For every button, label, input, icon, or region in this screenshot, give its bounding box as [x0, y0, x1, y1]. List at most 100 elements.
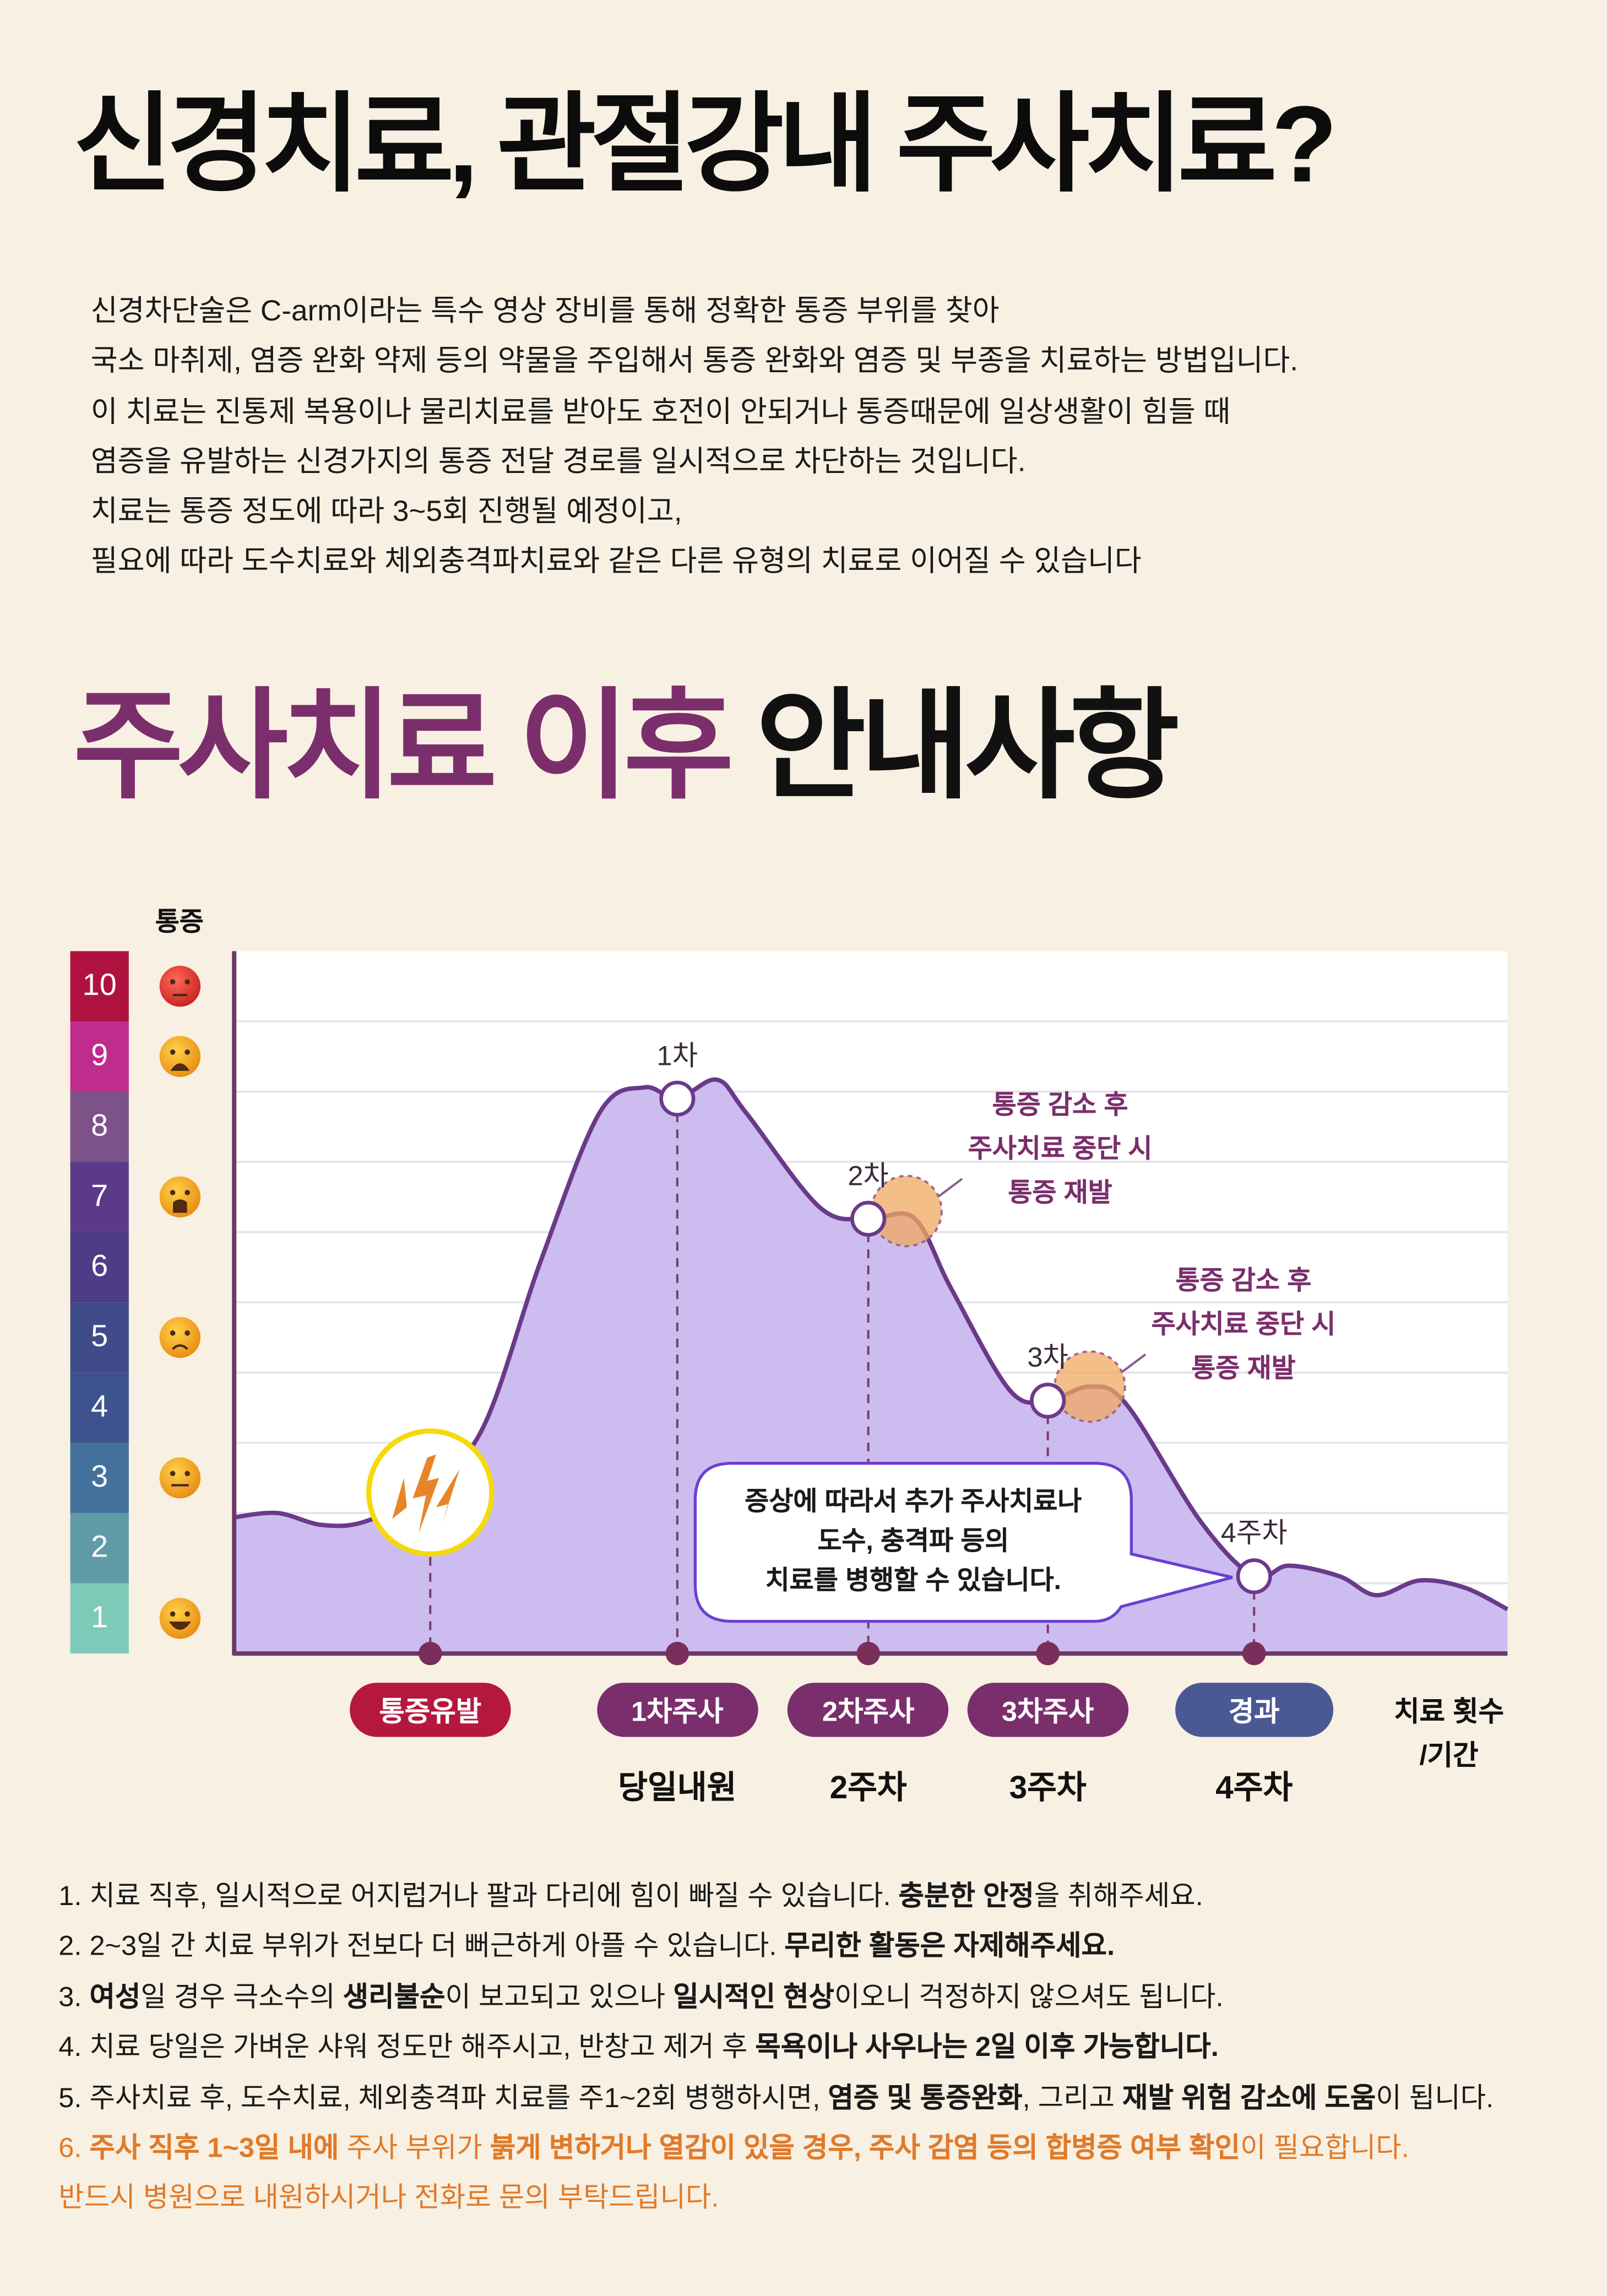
pill-3: 2차주사 — [788, 1683, 949, 1737]
pain-level-2: 2 — [70, 1512, 129, 1584]
section-title-accent: 주사치료 이후 — [73, 680, 734, 814]
note-text: 6. — [58, 2133, 90, 2164]
section-title-rest: 안내사항 — [755, 680, 1180, 814]
pain-level-1: 1 — [70, 1583, 129, 1654]
relapse-note-line: 통증 재발 — [1191, 1353, 1296, 1383]
note-text: 2. 2~3일 간 치료 부위가 전보다 더 뻐근하게 아플 수 있습니다. — [58, 1932, 785, 1963]
relapse-note-line: 주사치료 중단 시 — [968, 1133, 1153, 1163]
event-axis-dot — [1242, 1641, 1266, 1666]
note-emphasis: 일시적인 현상 — [673, 1982, 835, 2014]
sad-face-icon — [159, 1316, 201, 1358]
intro-line: 국소 마취제, 염증 완화 약제 등의 약물을 주입해서 통증 완화와 염증 및… — [90, 345, 1299, 378]
face-eye — [184, 1049, 190, 1055]
face-eye — [184, 1190, 190, 1195]
note-text: 이오니 걱정하지 않으셔도 됩니다. — [834, 1982, 1224, 2014]
page-title: 신경치료, 관절강내 주사치료? — [73, 83, 1338, 205]
pain-axis-label: 통증 — [155, 907, 204, 937]
note-item: 4. 치료 당일은 가벼운 샤워 정도만 해주시고, 반창고 제거 후 목욕이나… — [58, 2024, 1494, 2074]
intro-line: 이 치료는 진통제 복용이나 물리치료를 받아도 호전이 안되거나 통증때문에 … — [90, 396, 1231, 428]
section-title: 주사치료 이후 안내사항 — [73, 687, 1180, 808]
face-eye — [184, 1611, 190, 1617]
axis-name-line: /기간 — [1419, 1741, 1479, 1772]
face-eye — [170, 1049, 176, 1055]
face-mouth — [170, 1063, 190, 1071]
crying-face-icon — [159, 1176, 201, 1218]
note-item: 2. 2~3일 간 치료 부위가 전보다 더 뻐근하게 아플 수 있습니다. 무… — [58, 1923, 1494, 1973]
point-label: 2차 — [848, 1161, 889, 1193]
note-emphasis: 염증 및 통증완화 — [828, 2083, 1023, 2114]
face-eye — [184, 1330, 190, 1336]
event-axis-dot — [1036, 1641, 1060, 1666]
treatment-point — [850, 1200, 887, 1237]
note-text: 1. 치료 직후, 일시적으로 어지럽거나 팔과 다리에 힘이 빠질 수 있습니… — [58, 1881, 899, 1913]
face-mouth — [172, 1344, 188, 1350]
pain-level-3: 3 — [70, 1443, 129, 1513]
angry-face-icon — [159, 966, 201, 1007]
note-text: 일 경우 극소수의 — [140, 1982, 343, 2014]
note-text: 3. — [58, 1982, 90, 2014]
note-text: 이 보고되고 있으나 — [445, 1982, 674, 2014]
note-text: , 그리고 — [1022, 2083, 1123, 2114]
happy-face-icon — [159, 1598, 201, 1639]
relapse-note-line: 통증 감소 후 — [1175, 1265, 1312, 1294]
note-emphasis: 재발 위험 감소에 도움 — [1122, 2083, 1376, 2114]
period-label: 3주차 — [1009, 1769, 1087, 1806]
pain-level-5: 5 — [70, 1302, 129, 1373]
note-item: 6. 주사 직후 1~3일 내에 주사 부위가 붉게 변하거나 열감이 있을 경… — [58, 2125, 1494, 2175]
intro-line: 필요에 따라 도수치료와 체외충격파치료와 같은 다른 유형의 치료로 이어질 … — [90, 546, 1142, 579]
intro-line: 치료는 통증 정도에 따라 3~5회 진행될 예정이고, — [90, 496, 682, 529]
pill-1: 통증유발 — [350, 1683, 511, 1737]
bubble-line: 증상에 따라서 추가 주사치료나 — [745, 1487, 1082, 1516]
intro-line: 염증을 유발하는 신경가지의 통증 전달 경로를 일시적으로 차단하는 것입니다… — [90, 446, 1026, 478]
point-label: 1차 — [656, 1041, 698, 1073]
note-emphasis: 여성 — [89, 1982, 141, 2014]
bubble-line: 도수, 충격파 등의 — [817, 1526, 1009, 1556]
note-text: 을 취해주세요. — [1034, 1881, 1203, 1913]
bubble-line: 치료를 병행할 수 있습니다. — [765, 1565, 1061, 1595]
lightning-icon — [392, 1454, 460, 1534]
event-axis-dot — [665, 1641, 690, 1666]
pain-level-6: 6 — [70, 1232, 129, 1303]
face-eye — [170, 979, 176, 985]
relapse-leader-line — [1121, 1353, 1147, 1373]
relapse-leader-line — [938, 1178, 963, 1198]
intro-line: 신경차단술은 C-arm이라는 특수 영상 장비를 통해 정확한 통증 부위를 … — [90, 295, 1000, 328]
note-text: 5. 주사치료 후, 도수치료, 체외충격파 치료를 주1~2회 병행하시면, — [58, 2083, 828, 2114]
note-emphasis: 무리한 활동은 자제해주세요. — [784, 1932, 1115, 1963]
note-item: 1. 치료 직후, 일시적으로 어지럽거나 팔과 다리에 힘이 빠질 수 있습니… — [58, 1873, 1494, 1923]
period-label: 4주차 — [1215, 1769, 1293, 1806]
face-mouth — [169, 1622, 192, 1630]
axis-name-line: 치료 횟수 — [1394, 1697, 1504, 1728]
face-eye — [170, 1330, 176, 1336]
note-text: 4. 치료 당일은 가벼운 샤워 정도만 해주시고, 반창고 제거 후 — [58, 2032, 756, 2064]
note-emphasis: 붉게 변하거나 열감이 있을 경우, 주사 감염 등의 합병증 여부 확인 — [490, 2133, 1240, 2164]
note-item: 5. 주사치료 후, 도수치료, 체외충격파 치료를 주1~2회 병행하시면, … — [58, 2074, 1494, 2124]
note-text: 반드시 병원으로 내원하시거나 전화로 문의 부탁드립니다. — [58, 2184, 719, 2215]
point-label: 3차 — [1027, 1343, 1068, 1374]
speech-bubble — [693, 1461, 1233, 1623]
pain-level-7: 7 — [70, 1162, 129, 1232]
pain-level-8: 8 — [70, 1091, 129, 1162]
face-eye — [184, 979, 190, 985]
note-text: 주사 부위가 — [339, 2133, 490, 2164]
pain-level-9: 9 — [70, 1021, 129, 1092]
aftercare-notes: 1. 치료 직후, 일시적으로 어지럽거나 팔과 다리에 힘이 빠질 수 있습니… — [58, 1873, 1494, 2226]
relapse-note-line: 통증 감소 후 — [992, 1089, 1128, 1119]
note-emphasis: 생리불순 — [343, 1982, 446, 2014]
pain-level-10: 10 — [70, 951, 129, 1022]
neutral-face-icon — [159, 1457, 201, 1499]
note-text: 이 필요합니다. — [1240, 2133, 1409, 2164]
relapse-note: 통증 감소 후 주사치료 중단 시 통증 재발 — [1152, 1258, 1336, 1389]
event-axis-dot — [856, 1641, 880, 1666]
pill-5: 경과 — [1175, 1683, 1333, 1737]
distressed-face-icon — [159, 1036, 201, 1077]
x-axis-label: 치료 횟수/기간 — [1394, 1691, 1504, 1779]
note-emphasis: 충분한 안정 — [898, 1881, 1034, 1913]
face-eye — [170, 1611, 176, 1617]
note-item: 반드시 병원으로 내원하시거나 전화로 문의 부탁드립니다. — [58, 2175, 1494, 2225]
relapse-note-line: 통증 재발 — [1008, 1177, 1112, 1207]
period-label: 당일내원 — [618, 1769, 737, 1806]
